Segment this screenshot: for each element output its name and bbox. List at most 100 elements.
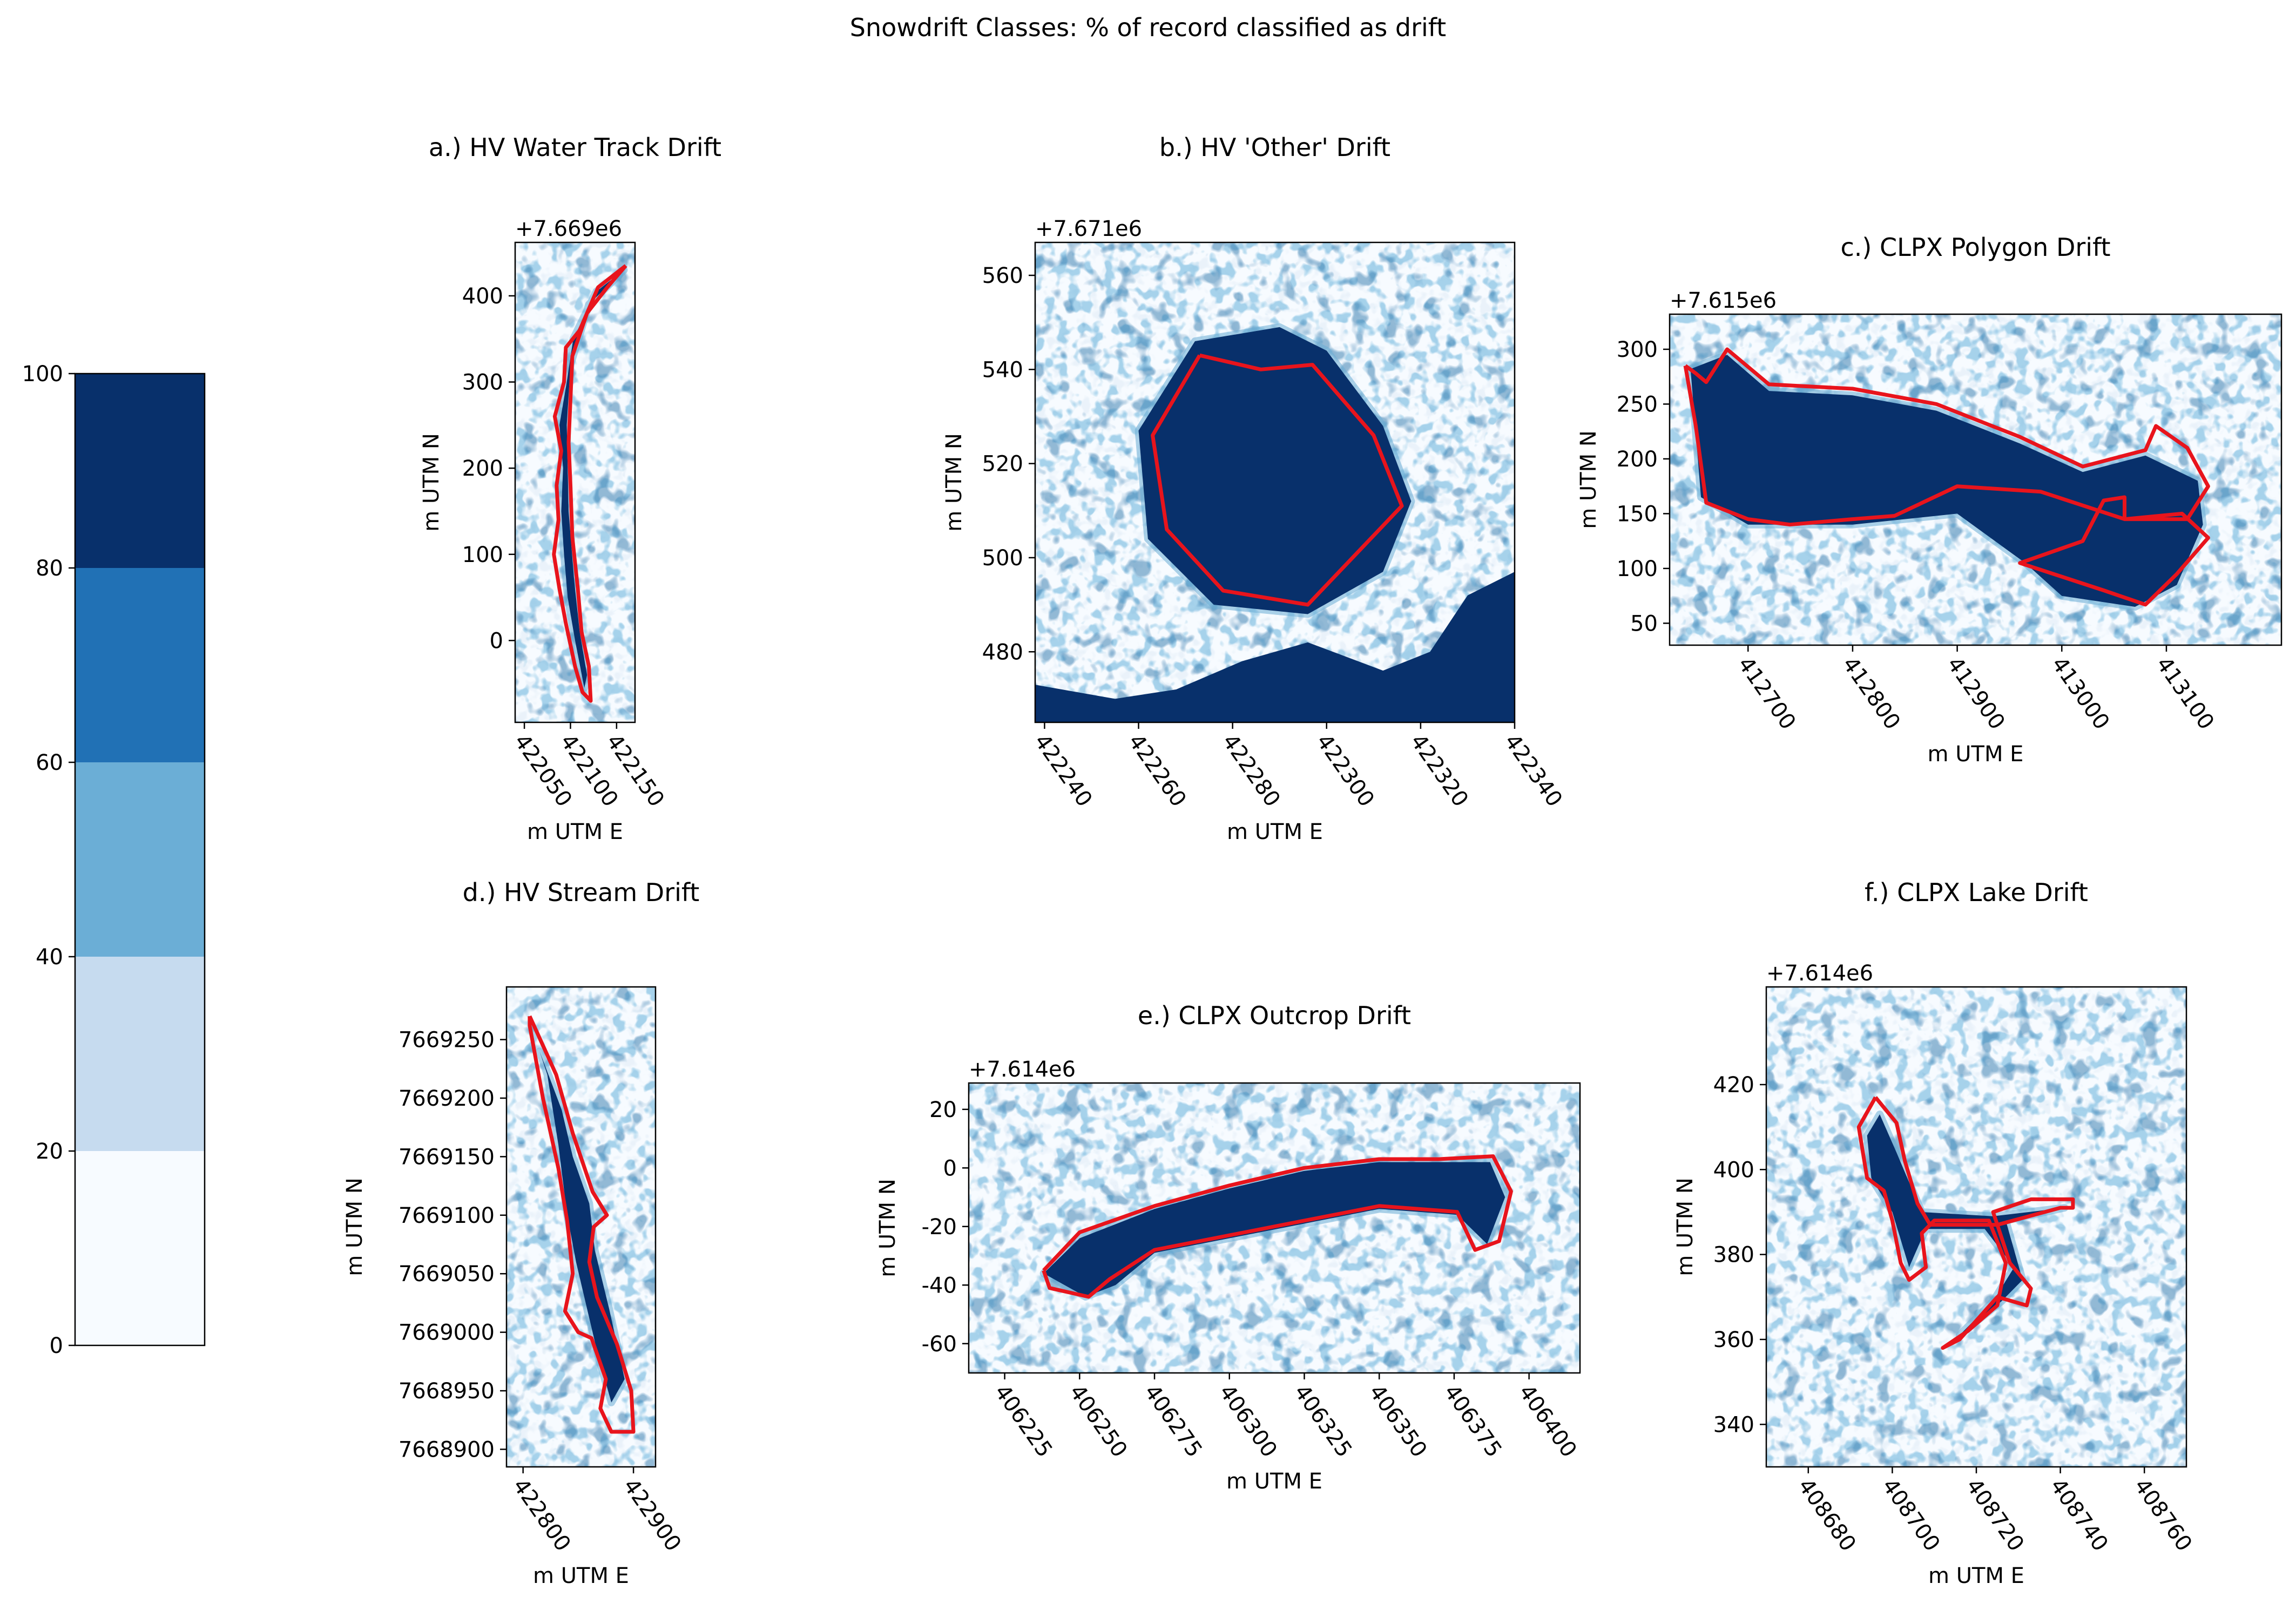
panel-e-raster bbox=[969, 1083, 1580, 1373]
panel-b-raster bbox=[1035, 242, 1515, 722]
panel-f: f.) CLPX Lake Drift +7.614e6 340 360 380 400 4… bbox=[1673, 878, 2197, 1588]
x-tick-label: 422260 bbox=[1123, 729, 1191, 811]
y-tick-label: 360 bbox=[1713, 1328, 1754, 1352]
x-tick-label: 413000 bbox=[2047, 652, 2114, 734]
x-axis-label: m UTM E bbox=[527, 820, 623, 844]
panel-title: d.) HV Stream Drift bbox=[463, 878, 700, 907]
drift-boundary-line bbox=[1151, 353, 1404, 607]
colorbar-tick-label: 80 bbox=[36, 556, 63, 581]
y-tick-label: 7669150 bbox=[399, 1145, 495, 1169]
drift-boundary-line bbox=[1042, 1154, 1513, 1299]
y-tick-label: 560 bbox=[982, 263, 1023, 288]
axes-frame bbox=[505, 986, 657, 1468]
x-tick-label: 422800 bbox=[508, 1474, 575, 1555]
y-tick-label: 380 bbox=[1713, 1243, 1754, 1268]
y-tick-label: 20 bbox=[929, 1098, 957, 1122]
panel-d: d.) HV Stream Drift 7668900 7668950 7669000… bbox=[342, 878, 699, 1588]
x-axis-label: m UTM E bbox=[1226, 1469, 1322, 1494]
panel-e: e.) CLPX Outcrop Drift +7.614e6 -60 -40 -20 0… bbox=[875, 1001, 1582, 1494]
panel-title: c.) CLPX Polygon Drift bbox=[1840, 233, 2110, 262]
y-tick-label: 7668950 bbox=[399, 1379, 495, 1404]
x-tick-label: 406325 bbox=[1289, 1380, 1356, 1461]
x-tick-label: 406350 bbox=[1364, 1380, 1431, 1461]
y-tick-label: 300 bbox=[462, 370, 503, 395]
colorbar-tick-label: 40 bbox=[36, 945, 63, 970]
y-tick-label: 0 bbox=[943, 1156, 957, 1181]
y-tick-label: -40 bbox=[922, 1273, 957, 1298]
y-axis-label: m UTM N bbox=[419, 433, 444, 532]
y-tick-label: 0 bbox=[490, 628, 503, 653]
colorbar-bin-60-80 bbox=[75, 568, 205, 762]
x-tick-label: 422300 bbox=[1312, 729, 1379, 811]
x-tick-label: 412900 bbox=[1942, 652, 2009, 734]
axes-frame bbox=[514, 241, 636, 723]
colorbar-bin-80-100 bbox=[75, 374, 205, 568]
y-tick-label: 540 bbox=[982, 357, 1023, 382]
x-tick-label: 412800 bbox=[1838, 652, 1905, 734]
panel-c: c.) CLPX Polygon Drift +7.615e6 50 100 150 20… bbox=[1576, 233, 2283, 767]
x-axis-label: m UTM E bbox=[1227, 820, 1323, 844]
y-tick-label: 7669000 bbox=[399, 1321, 495, 1345]
panel-a-raster bbox=[515, 242, 635, 722]
axes-frame bbox=[1034, 241, 1516, 723]
y-tick-label: 400 bbox=[1713, 1158, 1754, 1182]
y-tick-label: 420 bbox=[1713, 1073, 1754, 1098]
panel-b: b.) HV 'Other' Drift +7.671e6 480 500 520 540… bbox=[942, 133, 1567, 844]
colorbar: 0 20 40 60 80 100 bbox=[22, 362, 206, 1358]
y-tick-label: 50 bbox=[1630, 611, 1658, 636]
drift-boundary-line bbox=[1856, 1096, 2075, 1350]
x-tick-label: 406400 bbox=[1514, 1380, 1581, 1461]
y-offset-label: +7.614e6 bbox=[969, 1057, 1076, 1082]
x-axis-label: m UTM E bbox=[1928, 742, 2024, 767]
panel-title: f.) CLPX Lake Drift bbox=[1865, 878, 2088, 907]
x-tick-label: 412700 bbox=[1733, 652, 1800, 734]
y-axis-label: m UTM N bbox=[1673, 1177, 1698, 1276]
figure-suptitle: Snowdrift Classes: % of record classifie… bbox=[850, 13, 1446, 42]
y-tick-label: 520 bbox=[982, 452, 1023, 477]
y-tick-label: -60 bbox=[922, 1332, 957, 1357]
y-tick-label: 340 bbox=[1713, 1412, 1754, 1437]
y-tick-label: 200 bbox=[1617, 447, 1658, 472]
y-offset-label: +7.614e6 bbox=[1766, 961, 1873, 986]
axes-frame bbox=[968, 1082, 1581, 1374]
x-tick-label: 422900 bbox=[618, 1474, 686, 1555]
y-tick-label: 7669200 bbox=[399, 1086, 495, 1111]
panels: a.) HV Water Track Drift+7.669e601002003… bbox=[342, 133, 2283, 1588]
y-tick-label: 400 bbox=[462, 284, 503, 309]
x-tick-label: 406275 bbox=[1139, 1380, 1207, 1461]
y-offset-label: +7.669e6 bbox=[515, 216, 622, 241]
x-tick-label: 406300 bbox=[1214, 1380, 1282, 1461]
x-tick-label: 406375 bbox=[1439, 1380, 1507, 1461]
y-tick-label: 500 bbox=[982, 546, 1023, 571]
y-tick-label: 100 bbox=[462, 543, 503, 567]
y-offset-label: +7.615e6 bbox=[1670, 288, 1777, 313]
panel-d-raster bbox=[507, 987, 656, 1467]
x-tick-label: 406250 bbox=[1064, 1380, 1132, 1461]
x-tick-label: 408680 bbox=[1793, 1474, 1861, 1555]
panel-title: b.) HV 'Other' Drift bbox=[1159, 133, 1390, 162]
x-tick-label: 408740 bbox=[2045, 1474, 2112, 1555]
y-axis-label: m UTM N bbox=[942, 433, 967, 532]
y-offset-label: +7.671e6 bbox=[1035, 216, 1142, 241]
colorbar-bin-40-60 bbox=[75, 762, 205, 957]
axes-frame bbox=[1669, 313, 2283, 646]
panel-title: a.) HV Water Track Drift bbox=[429, 133, 721, 162]
panel-title: e.) CLPX Outcrop Drift bbox=[1138, 1001, 1411, 1030]
y-axis-label: m UTM N bbox=[1576, 430, 1601, 529]
panel-c-raster bbox=[1670, 314, 2281, 645]
colorbar-bin-20-40 bbox=[75, 957, 205, 1151]
x-tick-label: 422340 bbox=[1500, 729, 1567, 811]
y-tick-label: 200 bbox=[462, 456, 503, 481]
y-axis-label: m UTM N bbox=[342, 1177, 367, 1276]
y-tick-label: 7669250 bbox=[399, 1028, 495, 1053]
colorbar-tick-label: 60 bbox=[36, 750, 63, 775]
colorbar-bin-0-20 bbox=[75, 1151, 205, 1345]
x-tick-label: 408720 bbox=[1961, 1474, 2029, 1555]
drift-boundary-line bbox=[1683, 347, 2210, 607]
y-tick-label: 7668900 bbox=[399, 1437, 495, 1462]
panel-f-raster bbox=[1766, 987, 2186, 1467]
x-tick-label: 408760 bbox=[2129, 1474, 2197, 1555]
colorbar-tick-label: 100 bbox=[22, 362, 63, 387]
x-axis-label: m UTM E bbox=[1928, 1564, 2024, 1588]
